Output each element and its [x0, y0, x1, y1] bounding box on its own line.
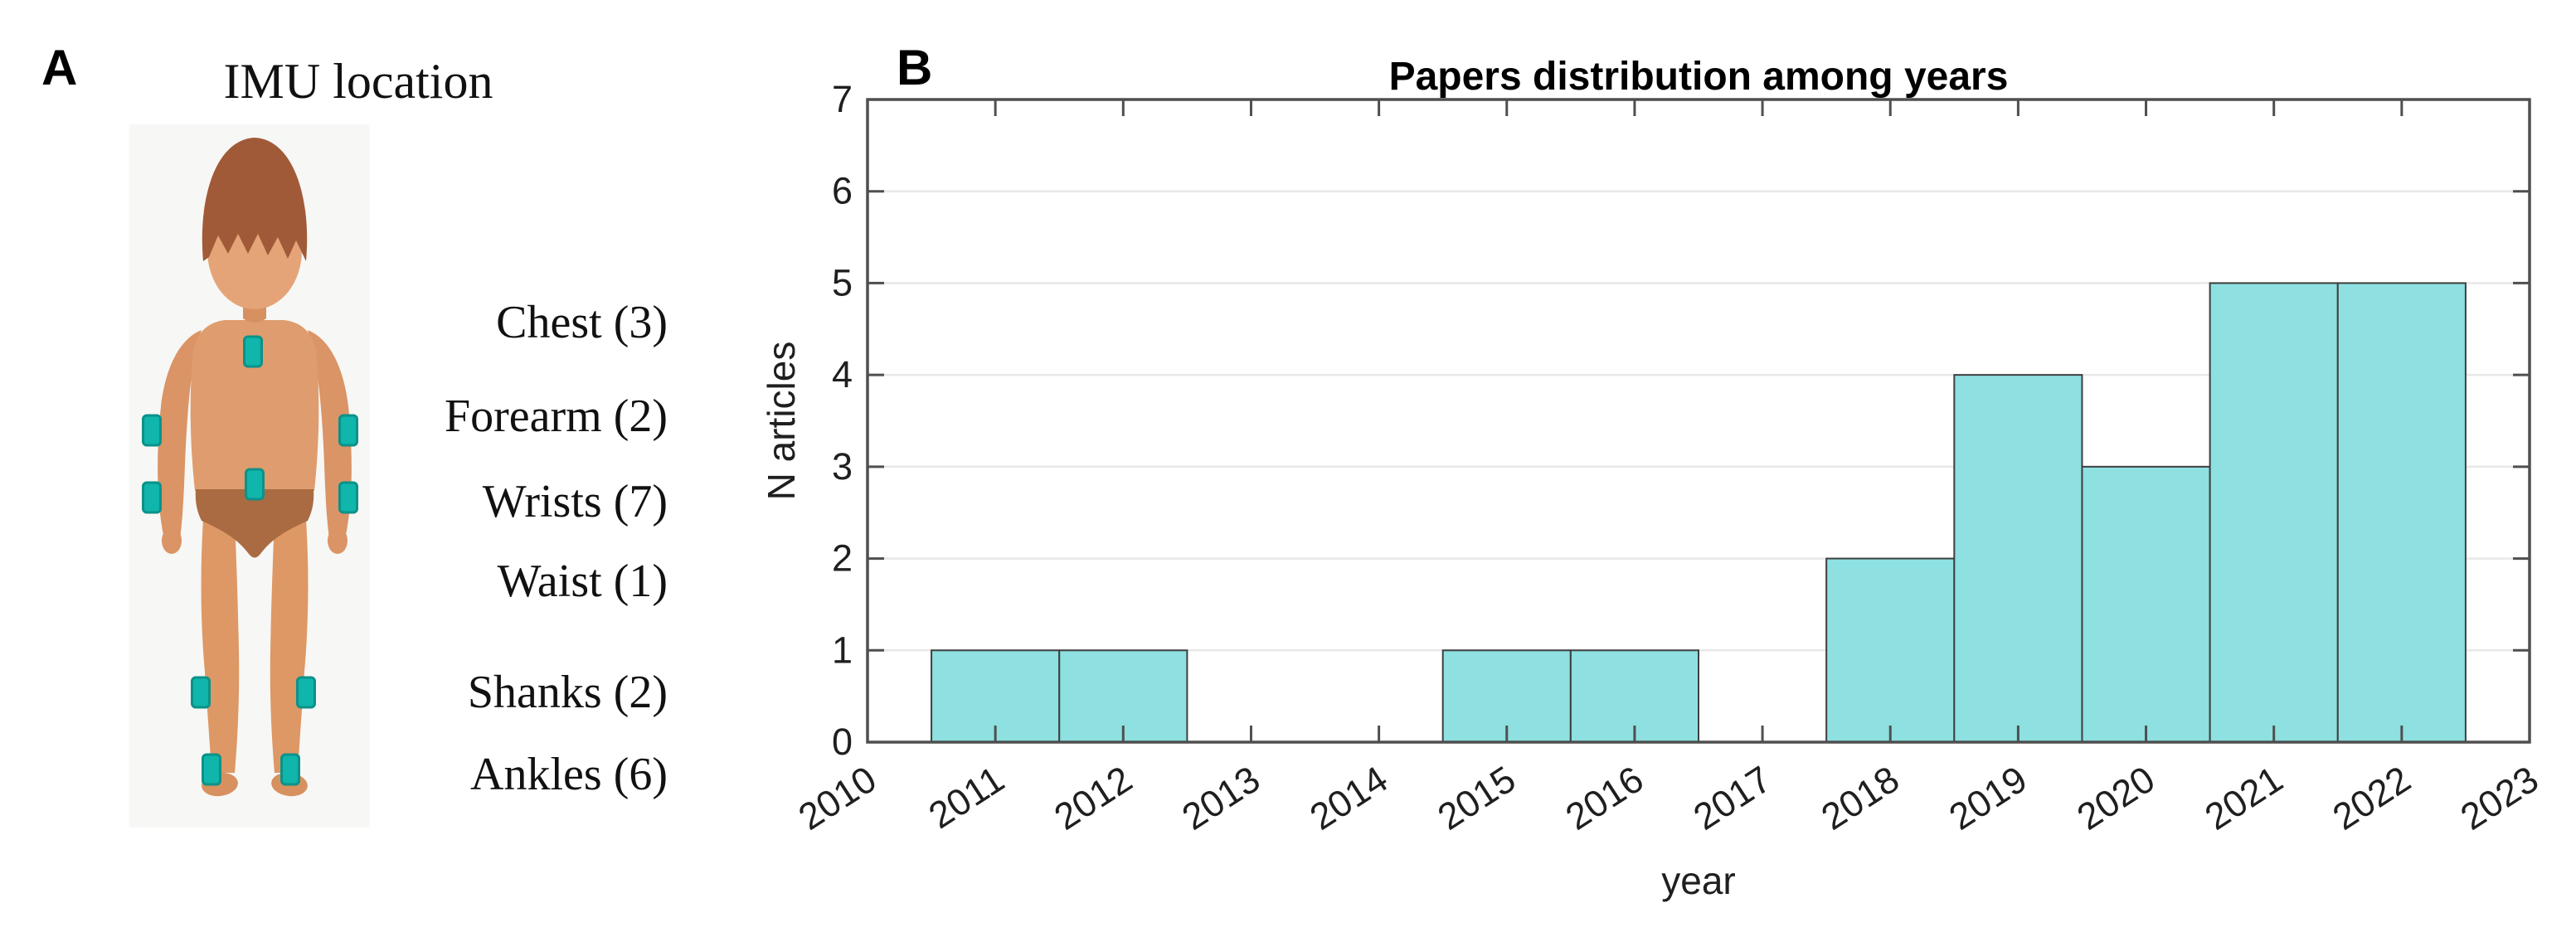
left-hand: [162, 527, 182, 554]
xtick-label-2011: 2011: [921, 758, 1012, 837]
ytick-label-1: 1: [832, 629, 853, 671]
hair: [202, 138, 308, 261]
imu-label-ankles: Ankles (6): [470, 749, 668, 800]
sensor-shank-left: [191, 676, 211, 709]
bar-2021: [2209, 282, 2339, 743]
sensor-forearm-left: [142, 414, 162, 447]
chart-title: Papers distribution among years: [1389, 55, 2009, 99]
xtick-label-2020: 2020: [2069, 758, 2162, 838]
bar-2022: [2336, 282, 2467, 743]
right-hand: [328, 527, 348, 554]
sensor-forearm-right: [338, 414, 358, 447]
papers-distribution-chart: 0 1 2 3 4 5 6 7 2010 2011 2012 2013 2014 2015 2016 2017…: [760, 55, 2546, 902]
axes-box: [866, 98, 2531, 744]
x-axis-label: year: [1661, 859, 1735, 902]
xtick-label-2017: 2017: [1686, 758, 1779, 838]
xtick-label-2010: 2010: [791, 758, 884, 838]
panel-b-letter: B: [897, 40, 933, 95]
ytick-label-7: 7: [832, 78, 853, 120]
ytick-label-4: 4: [832, 353, 853, 396]
imu-location-title: IMU location: [223, 54, 493, 109]
imu-sensor-layer: [142, 335, 358, 786]
bar-2019: [1953, 374, 2083, 743]
sensor-ankle-right: [280, 753, 300, 786]
xtick-label-2023: 2023: [2453, 758, 2546, 838]
bar-2018: [1825, 557, 1956, 743]
sensor-wrist-left: [142, 481, 162, 514]
imu-label-forearm: Forearm (2): [444, 391, 668, 442]
sensor-chest: [243, 335, 263, 368]
chart-frame: [866, 98, 2531, 744]
ytick-label-5: 5: [832, 261, 853, 303]
xtick-label-2015: 2015: [1430, 758, 1523, 838]
child-body-illustration: [129, 124, 370, 828]
xtick-label-2019: 2019: [1942, 758, 2034, 838]
xtick-label-2012: 2012: [1047, 758, 1140, 838]
ytick-label-2: 2: [832, 537, 853, 580]
bar-2020: [2081, 465, 2211, 743]
imu-label-chest: Chest (3): [496, 297, 668, 348]
chart-ticks: [866, 98, 2531, 744]
sensor-waist: [245, 468, 265, 501]
briefs: [195, 489, 314, 558]
torso: [190, 320, 319, 491]
chart-bars: [931, 282, 2467, 743]
imu-label-waist: Waist (1): [497, 556, 668, 607]
panel-a-letter: A: [41, 40, 78, 95]
sensor-shank-right: [296, 676, 316, 709]
ytick-label-3: 3: [832, 445, 853, 488]
xtick-label-2013: 2013: [1174, 758, 1267, 838]
imu-label-wrists: Wrists (7): [482, 476, 668, 527]
sensor-ankle-left: [202, 753, 221, 786]
left-leg: [201, 519, 240, 773]
xtick-label-2021: 2021: [2197, 758, 2290, 838]
imu-label-shanks: Shanks (2): [467, 667, 668, 718]
left-arm: [158, 330, 202, 547]
xtick-label-2014: 2014: [1302, 758, 1395, 838]
ytick-label-0: 0: [832, 721, 853, 763]
xtick-label-2016: 2016: [1558, 758, 1651, 838]
sensor-wrist-right: [338, 481, 358, 514]
xtick-label-2022: 2022: [2326, 758, 2418, 838]
right-leg: [270, 519, 309, 773]
y-axis-label: N articles: [760, 342, 803, 501]
xtick-label-2018: 2018: [1814, 758, 1907, 838]
ytick-label-6: 6: [832, 170, 853, 212]
